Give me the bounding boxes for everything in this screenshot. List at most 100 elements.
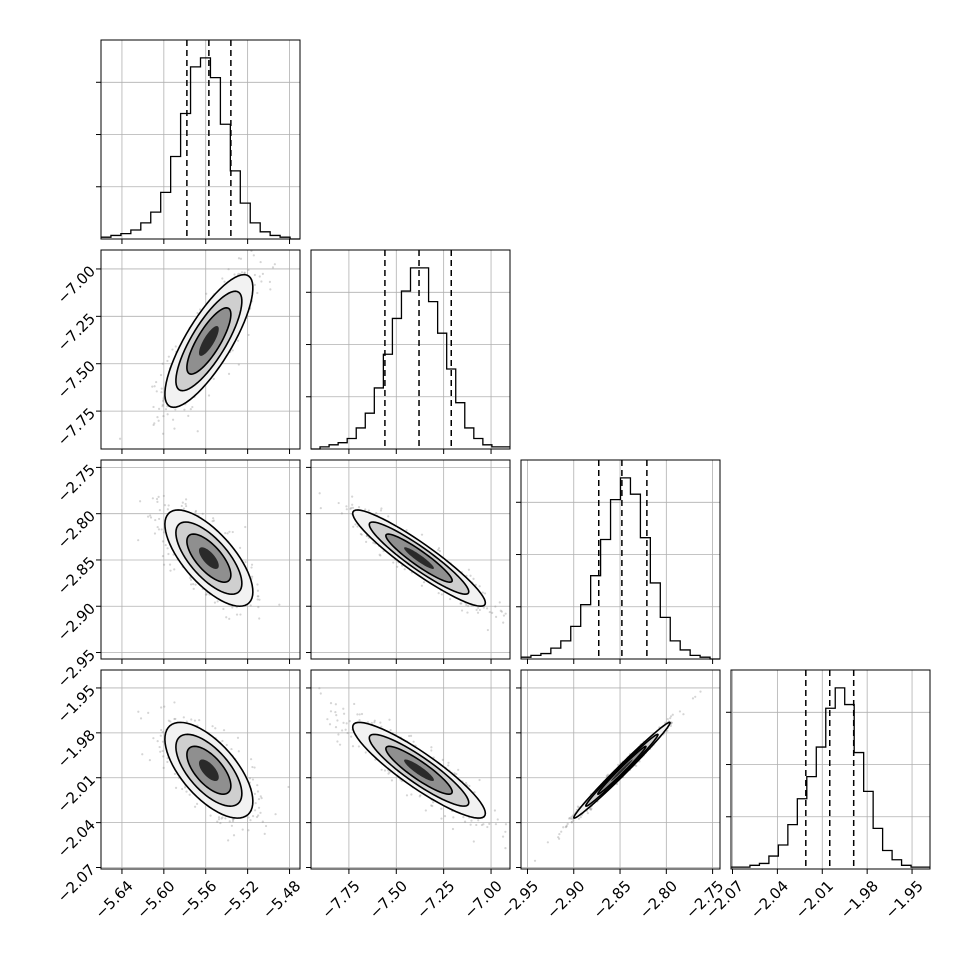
sample-point: [326, 718, 329, 721]
sample-point: [166, 757, 169, 760]
sample-point: [182, 716, 185, 719]
sample-point: [475, 823, 478, 827]
sample-point: [205, 292, 208, 295]
sample-point: [188, 793, 191, 796]
x-tick-label: −5.56: [175, 877, 220, 922]
sample-point: [231, 820, 235, 823]
sample-point: [465, 603, 468, 607]
sample-point: [155, 380, 158, 384]
sample-point: [682, 713, 685, 716]
sample-point: [472, 840, 475, 843]
sample-point: [217, 818, 221, 821]
x-tick-label: −7.00: [461, 877, 506, 922]
sample-point: [502, 621, 505, 624]
sample-point: [167, 355, 170, 358]
sample-point: [222, 729, 226, 732]
sample-point: [213, 601, 217, 604]
x-tick-label: −7.50: [366, 877, 411, 922]
sample-point: [237, 750, 240, 753]
sample-point: [462, 816, 465, 819]
sample-point: [252, 254, 255, 257]
sample-point: [162, 766, 165, 769]
sample-point: [443, 815, 447, 818]
y-tick-label: −7.00: [54, 262, 99, 307]
sample-point: [359, 532, 362, 536]
sample-point: [231, 349, 234, 352]
sample-point: [182, 507, 186, 510]
sample-point: [184, 498, 188, 501]
sample-point: [151, 497, 154, 500]
sample-point: [255, 243, 257, 245]
sample-point: [227, 268, 230, 271]
sample-point: [341, 729, 344, 732]
sample-point: [157, 528, 161, 531]
sample-point: [466, 783, 469, 786]
sample-point: [260, 797, 263, 800]
sample-point: [153, 422, 156, 425]
sample-point: [533, 859, 537, 862]
panel-contents: [311, 670, 510, 869]
sample-point: [174, 345, 177, 348]
sample-point: [459, 602, 462, 605]
panel-contents: [101, 243, 300, 466]
sample-point: [224, 817, 227, 820]
sample-point: [173, 772, 177, 776]
sample-point: [337, 501, 340, 505]
sample-point: [424, 809, 427, 812]
sample-point: [214, 727, 217, 730]
sample-point: [349, 507, 352, 511]
sample-point: [166, 508, 169, 511]
sample-point: [183, 786, 187, 789]
sample-point: [467, 604, 470, 608]
sample-point: [250, 563, 254, 566]
sample-point: [164, 543, 167, 547]
sample-point: [358, 713, 361, 716]
sample-point: [418, 795, 421, 798]
sample-point: [249, 758, 253, 761]
sample-point: [501, 835, 505, 838]
sample-point: [193, 805, 197, 808]
sample-point: [174, 786, 178, 789]
histogram-frame-0: [100, 39, 301, 240]
sample-point: [160, 387, 163, 390]
sample-point: [496, 818, 499, 821]
sample-point: [478, 585, 481, 588]
sample-point: [513, 611, 515, 613]
sample-point: [666, 717, 669, 721]
y-tick-label: −2.80: [54, 507, 99, 552]
sample-point: [504, 612, 507, 615]
sample-point: [220, 817, 223, 820]
sample-point: [388, 718, 391, 721]
histogram-frame-3: [730, 669, 931, 870]
sample-point: [174, 464, 176, 466]
sample-point: [149, 514, 152, 517]
sample-point: [557, 836, 560, 839]
sample-point: [457, 768, 460, 771]
sample-point: [589, 808, 593, 811]
density-peak: [404, 759, 434, 782]
sample-point: [486, 607, 489, 610]
sample-point: [494, 605, 497, 608]
sample-point: [153, 532, 157, 535]
sample-point: [221, 739, 224, 743]
sample-point: [432, 801, 435, 804]
sample-point: [373, 719, 376, 722]
sample-point: [253, 283, 257, 286]
sample-point: [356, 713, 359, 716]
sample-point: [392, 561, 395, 564]
sample-point: [605, 774, 608, 777]
sample-point: [351, 503, 354, 506]
sample-point: [173, 701, 176, 704]
histogram-panel-1: [306, 249, 511, 450]
sample-point: [160, 706, 163, 709]
sample-point: [478, 608, 481, 612]
sample-point: [161, 362, 164, 365]
sample-point: [139, 500, 142, 503]
histogram-step-3: [731, 687, 930, 868]
sample-point: [483, 592, 487, 595]
sample-point: [493, 809, 497, 812]
sample-point: [190, 718, 193, 721]
sample-point: [181, 787, 184, 791]
sample-point: [183, 408, 186, 411]
